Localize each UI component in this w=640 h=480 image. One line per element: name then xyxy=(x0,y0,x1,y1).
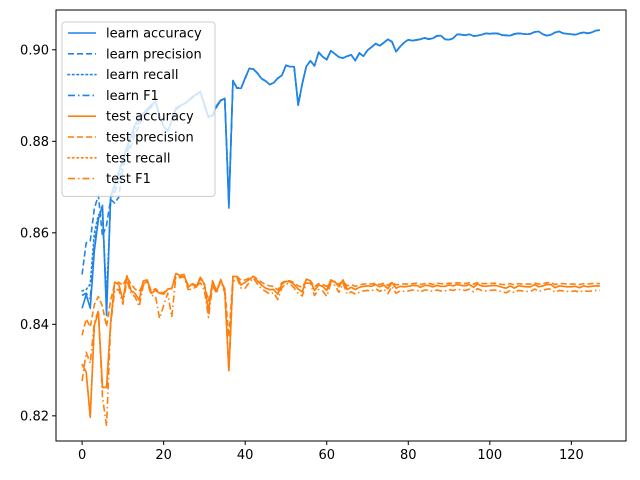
series-line-test-f1 xyxy=(81,275,600,427)
series-line-test-precision xyxy=(81,275,600,338)
x-tick-label: 120 xyxy=(559,448,584,463)
y-tick-label: 0.88 xyxy=(20,135,49,150)
legend-label: learn recall xyxy=(106,68,178,83)
x-tick-label: 80 xyxy=(400,448,417,463)
x-tick-label: 60 xyxy=(318,448,335,463)
legend-label: learn F1 xyxy=(106,89,159,104)
y-tick-label: 0.84 xyxy=(20,318,49,333)
legend: learn accuracy learn precision learn recal… xyxy=(61,21,216,197)
x-tick-label: 0 xyxy=(78,448,86,463)
y-tick-label: 0.86 xyxy=(20,226,49,241)
x-tick-label: 40 xyxy=(237,448,254,463)
legend-frame xyxy=(61,21,216,197)
x-tick-label: 20 xyxy=(155,448,172,463)
legend-label: test precision xyxy=(106,131,194,146)
y-tick-label: 0.82 xyxy=(20,409,49,424)
legend-label: test recall xyxy=(106,151,171,166)
legend-label: test F1 xyxy=(106,172,151,187)
x-tick-label: 100 xyxy=(477,448,502,463)
legend-label: test accuracy xyxy=(106,110,194,125)
x-axis: 0 20 40 60 80 100 120 xyxy=(78,441,584,463)
y-axis: 0.82 0.84 0.86 0.88 0.90 xyxy=(20,43,56,424)
series-line-test-recall xyxy=(81,272,601,419)
legend-label: learn precision xyxy=(106,47,202,62)
legend-label: learn accuracy xyxy=(106,27,202,42)
y-tick-label: 0.90 xyxy=(20,43,49,58)
plot-area-frame xyxy=(55,9,627,442)
